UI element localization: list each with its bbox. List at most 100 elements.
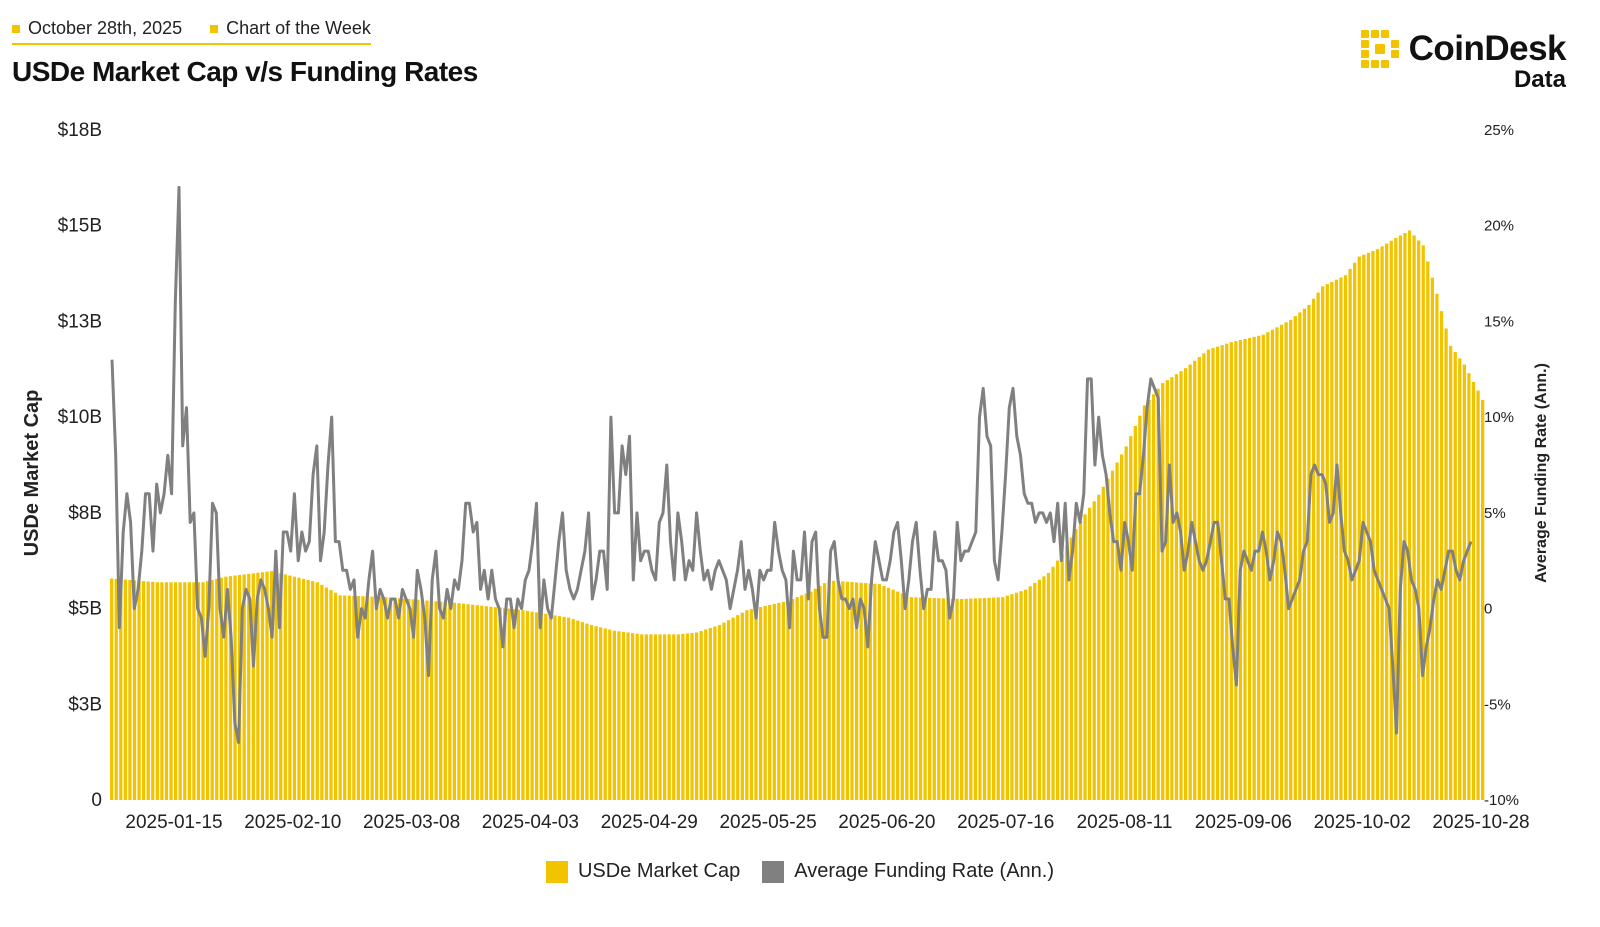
- market-cap-bar: [992, 597, 996, 800]
- x-tick-label: 2025-05-25: [719, 812, 816, 833]
- market-cap-bar: [260, 572, 265, 800]
- market-cap-bar: [1179, 371, 1183, 800]
- market-cap-bar: [996, 597, 1000, 800]
- market-cap-bar: [1065, 545, 1069, 800]
- market-cap-bar: [1028, 586, 1032, 800]
- market-cap-bar: [868, 583, 872, 800]
- y2-tick-label: 10%: [1484, 409, 1514, 426]
- market-cap-bar: [1339, 277, 1343, 800]
- market-cap-bar: [466, 604, 470, 800]
- y2-tick-label: 25%: [1484, 122, 1514, 139]
- market-cap-bar: [598, 627, 603, 800]
- market-cap-bar: [818, 585, 822, 800]
- market-cap-bar: [813, 588, 818, 800]
- market-cap-bar: [132, 580, 137, 800]
- market-cap-bar: [343, 595, 347, 800]
- market-cap-bar: [521, 610, 525, 800]
- market-cap-bar: [713, 626, 717, 800]
- market-cap-bar: [630, 633, 635, 800]
- market-cap-bar: [585, 623, 589, 800]
- market-cap-bar: [1024, 589, 1028, 800]
- market-cap-bar: [283, 574, 287, 800]
- market-cap-bar: [941, 598, 946, 800]
- market-cap-bar: [763, 606, 767, 800]
- market-cap-bar: [201, 582, 205, 800]
- market-cap-bar: [649, 634, 653, 800]
- y-tick-label: 0: [91, 790, 102, 811]
- market-cap-bar: [119, 579, 123, 800]
- market-cap-bar: [352, 595, 356, 800]
- market-cap-bar: [114, 578, 118, 800]
- market-cap-bar: [836, 581, 840, 800]
- x-tick-label: 2025-04-03: [482, 812, 579, 833]
- market-cap-bar: [1476, 390, 1480, 800]
- market-cap-bar: [768, 605, 772, 800]
- market-cap-bar: [1261, 334, 1265, 800]
- market-cap-bar: [420, 600, 425, 800]
- y-axis-title: USDe Market Cap: [21, 390, 43, 557]
- legend-swatch-yellow: [545, 860, 568, 883]
- market-cap-bar: [1435, 293, 1439, 800]
- market-cap-bar: [800, 595, 804, 800]
- market-cap-bar: [429, 600, 434, 800]
- y2-axis-title: Average Funding Rate (Ann.): [1533, 363, 1550, 583]
- market-cap-bar: [1055, 560, 1060, 800]
- y2-tick-label: 0: [1484, 601, 1492, 618]
- funding-rate-line: [110, 185, 1473, 745]
- market-cap-bar: [580, 622, 584, 800]
- market-cap-bar: [315, 582, 319, 800]
- market-cap-bar: [375, 596, 379, 800]
- market-cap-bar: [1019, 591, 1023, 800]
- market-cap-bar: [626, 632, 630, 800]
- market-cap-bar: [804, 593, 808, 800]
- market-cap-bar: [969, 598, 973, 800]
- market-cap-bar: [297, 577, 301, 800]
- market-cap-bar: [1087, 507, 1092, 800]
- market-cap-bar: [1092, 501, 1096, 800]
- market-cap-bar: [269, 571, 274, 800]
- market-cap-bar: [1449, 345, 1453, 800]
- market-cap-bar: [621, 631, 626, 800]
- market-cap-bar: [397, 598, 402, 800]
- left-axis-ticks: 0 $3B $5B $8B $10B $13B $15B $18B: [58, 120, 102, 811]
- market-cap-bar: [896, 591, 900, 800]
- market-cap-bar: [251, 573, 255, 800]
- market-cap-bar: [507, 608, 511, 800]
- market-cap-bar: [1156, 388, 1160, 800]
- market-cap-bar: [1215, 346, 1220, 800]
- market-cap-bar: [1225, 343, 1229, 800]
- market-cap-bar: [475, 605, 479, 800]
- market-cap-bar: [736, 615, 740, 800]
- x-tick-label: 2025-02-10: [244, 812, 341, 833]
- market-cap-bar: [1206, 349, 1211, 800]
- market-cap-bar: [676, 634, 680, 800]
- market-cap-bar: [416, 599, 420, 800]
- market-cap-bar: [1389, 240, 1393, 801]
- market-cap-bar: [1110, 470, 1115, 800]
- market-cap-bar: [1453, 352, 1457, 800]
- market-cap-bar: [1119, 454, 1124, 800]
- y-tick-label: $10B: [58, 407, 102, 428]
- funding-rate-line-layer: [110, 185, 1473, 745]
- market-cap-bar: [749, 609, 754, 800]
- market-cap-bar: [690, 632, 694, 800]
- market-cap-bar: [196, 582, 201, 800]
- market-cap-bar: [617, 631, 621, 800]
- y-tick-label: $13B: [58, 311, 102, 332]
- market-cap-bar: [685, 633, 690, 800]
- market-cap-bar: [388, 597, 393, 800]
- market-cap-bar: [850, 582, 854, 800]
- market-cap-bar: [978, 598, 982, 800]
- market-cap-bar: [1426, 261, 1430, 800]
- market-cap-bar: [909, 597, 914, 800]
- market-cap-bar: [1357, 256, 1361, 800]
- market-cap-bar: [1321, 286, 1325, 801]
- market-cap-bar: [1151, 394, 1156, 800]
- market-cap-bar: [1371, 250, 1375, 801]
- market-cap-bar: [1106, 478, 1110, 800]
- market-cap-bar: [480, 605, 484, 800]
- market-cap-bar: [937, 598, 941, 800]
- market-cap-bar: [169, 582, 173, 800]
- square-bullet-icon: [12, 24, 20, 33]
